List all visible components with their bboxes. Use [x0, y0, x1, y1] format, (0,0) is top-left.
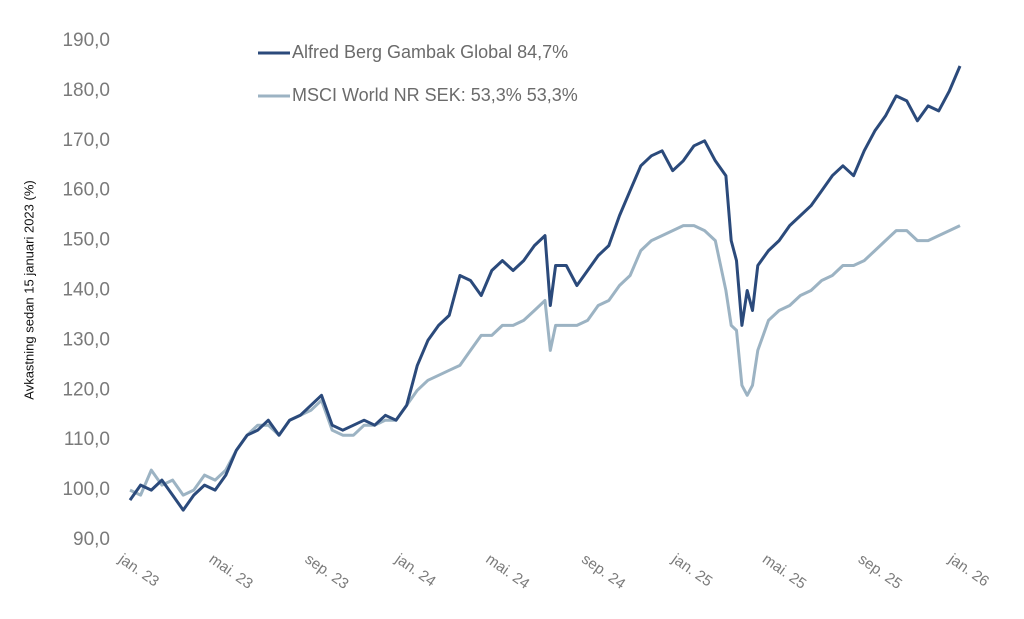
- series-line: [128, 65, 962, 512]
- y-tick-label: 110,0: [64, 429, 110, 450]
- y-tick-label: 90,0: [73, 529, 110, 550]
- series-line: [129, 224, 961, 497]
- y-tick-label: 120,0: [62, 379, 110, 400]
- legend-label: Alfred Berg Gambak Global 84,7%: [292, 42, 568, 62]
- y-tick-label: 140,0: [62, 280, 110, 301]
- x-tick-label: sep. 25: [855, 551, 905, 593]
- x-tick-label: jan. 23: [115, 550, 162, 590]
- y-tick-label: 190,0: [62, 30, 110, 51]
- x-tick-label: mai. 24: [483, 551, 533, 593]
- x-tick-label: jan. 26: [945, 550, 992, 590]
- x-tick-label: mai. 23: [206, 551, 256, 593]
- y-axis-label: Avkastning sedan 15 januari 2023 (%): [21, 180, 36, 399]
- x-tick-label: jan. 24: [391, 550, 438, 590]
- y-tick-label: 150,0: [62, 230, 110, 251]
- x-tick-label: sep. 23: [302, 551, 352, 593]
- x-tick-label: sep. 24: [578, 551, 628, 593]
- legend-label: MSCI World NR SEK: 53,3% 53,3%: [292, 85, 578, 105]
- x-tick-label: jan. 25: [668, 550, 715, 590]
- y-tick-label: 170,0: [62, 130, 110, 151]
- y-tick-label: 180,0: [62, 80, 110, 101]
- y-tick-label: 130,0: [62, 329, 110, 350]
- x-tick-label: mai. 25: [759, 551, 809, 593]
- y-tick-label: 160,0: [62, 180, 110, 201]
- y-tick-label: 100,0: [62, 479, 110, 500]
